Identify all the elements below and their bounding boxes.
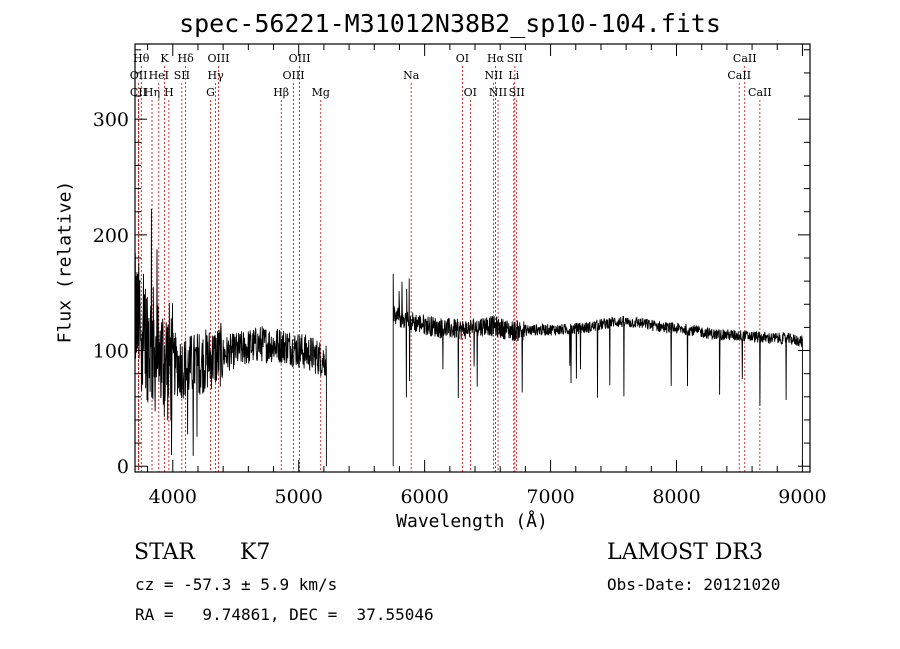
line-label: SII bbox=[509, 86, 525, 99]
y-tick-label: 100 bbox=[93, 341, 129, 363]
flux-segment bbox=[134, 208, 327, 467]
x-axis-label: Wavelength (Å) bbox=[396, 511, 548, 532]
line-label: G bbox=[206, 86, 215, 99]
emission-line-labels: CIIOIIHθHηHeIKHSIIHδGHγOIIIHβOIIIOIIIMgN… bbox=[130, 52, 772, 99]
line-label: Na bbox=[403, 69, 420, 82]
flux-segment bbox=[392, 273, 803, 467]
line-label: Li bbox=[508, 69, 519, 82]
line-label: SII bbox=[507, 52, 523, 65]
line-label: OIII bbox=[207, 52, 229, 65]
line-label: K bbox=[160, 52, 169, 65]
line-label: OII bbox=[130, 69, 148, 82]
line-label: Mg bbox=[312, 86, 330, 99]
line-label: OIII bbox=[289, 52, 311, 65]
y-axis-label: Flux (relative) bbox=[54, 180, 76, 344]
line-label: CaII bbox=[733, 52, 757, 65]
line-label: Hβ bbox=[273, 86, 289, 99]
y-tick-label: 200 bbox=[93, 225, 129, 247]
flux-series bbox=[134, 208, 803, 467]
redshift-velocity: cz = -57.3 ± 5.9 km/s bbox=[135, 575, 338, 594]
line-label: CaII bbox=[748, 86, 772, 99]
observation-date: Obs-Date: 20121020 bbox=[607, 575, 781, 594]
survey-name: LAMOST DR3 bbox=[607, 540, 763, 565]
line-label: SII bbox=[174, 69, 190, 82]
line-label: Hη bbox=[144, 86, 160, 99]
ra-dec-coordinates: RA = 9.74861, DEC = 37.55046 bbox=[135, 605, 434, 624]
x-tick-label: 4000 bbox=[149, 486, 197, 508]
line-label: Hγ bbox=[208, 69, 225, 82]
object-subclass: K7 bbox=[240, 540, 271, 565]
chart-title: spec-56221-M31012N38B2_sp10-104.fits bbox=[179, 9, 721, 38]
line-label: OI bbox=[456, 52, 469, 65]
x-tick-label: 6000 bbox=[400, 486, 448, 508]
line-label: CaII bbox=[727, 69, 751, 82]
line-label: Hθ bbox=[133, 52, 150, 65]
line-label: HeI bbox=[149, 69, 169, 82]
y-axis-ticks: 0 100 200 300 bbox=[93, 49, 810, 478]
y-tick-label: 0 bbox=[117, 456, 129, 478]
object-class: STAR bbox=[134, 540, 195, 565]
emission-line-markers bbox=[138, 66, 761, 472]
line-label: OI bbox=[464, 86, 477, 99]
x-tick-label: 9000 bbox=[778, 486, 826, 508]
line-label: Hα bbox=[487, 52, 505, 65]
line-label: OIII bbox=[283, 69, 305, 82]
line-label: Hδ bbox=[178, 52, 195, 65]
x-tick-label: 5000 bbox=[275, 486, 323, 508]
x-tick-label: 7000 bbox=[526, 486, 574, 508]
y-tick-label: 300 bbox=[93, 109, 129, 131]
x-tick-label: 8000 bbox=[652, 486, 700, 508]
plot-frame bbox=[134, 43, 811, 473]
x-axis-ticks: 4000 5000 6000 7000 8000 9000 bbox=[147, 44, 827, 508]
line-label: CII bbox=[130, 86, 147, 99]
line-label: NII bbox=[484, 69, 502, 82]
line-label: H bbox=[164, 86, 174, 99]
line-label: NII bbox=[489, 86, 507, 99]
